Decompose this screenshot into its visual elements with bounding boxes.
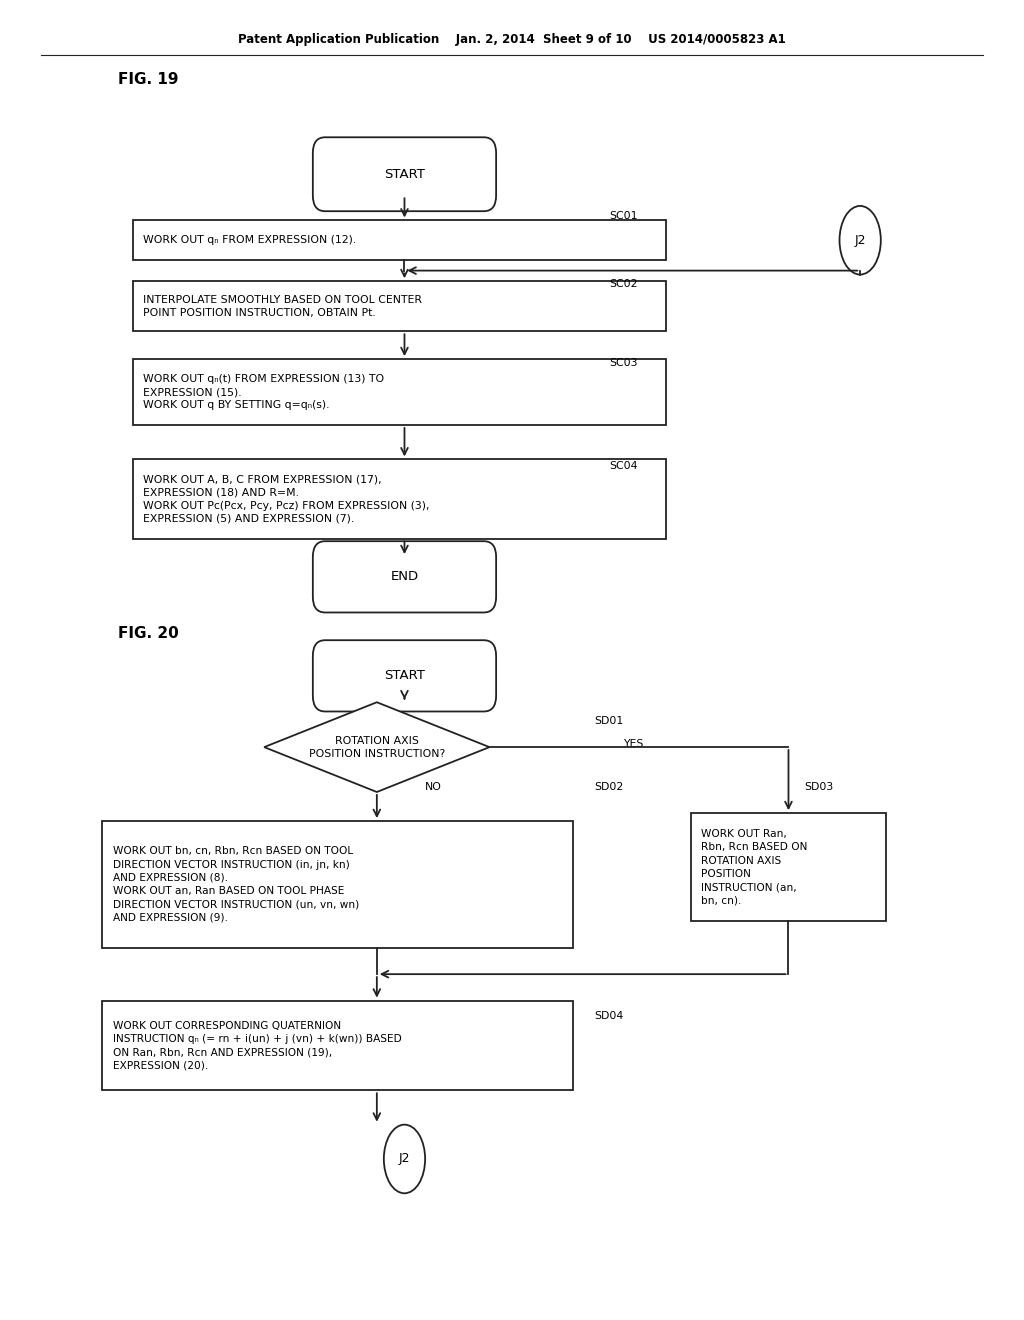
- Text: Patent Application Publication    Jan. 2, 2014  Sheet 9 of 10    US 2014/0005823: Patent Application Publication Jan. 2, 2…: [239, 33, 785, 46]
- Ellipse shape: [384, 1125, 425, 1193]
- Text: SD02: SD02: [594, 781, 624, 792]
- Text: WORK OUT qₙ(t) FROM EXPRESSION (13) TO
EXPRESSION (15).
WORK OUT q BY SETTING q=: WORK OUT qₙ(t) FROM EXPRESSION (13) TO E…: [143, 374, 384, 411]
- Text: FIG. 19: FIG. 19: [118, 71, 178, 87]
- Bar: [102, 821, 573, 948]
- Text: SC01: SC01: [609, 211, 638, 222]
- Text: J2: J2: [854, 234, 866, 247]
- Text: SD03: SD03: [804, 781, 834, 792]
- Bar: [133, 220, 666, 260]
- Text: START: START: [384, 168, 425, 181]
- Bar: [102, 1001, 573, 1090]
- Text: J2: J2: [398, 1152, 411, 1166]
- Text: INTERPOLATE SMOOTHLY BASED ON TOOL CENTER
POINT POSITION INSTRUCTION, OBTAIN Pt.: INTERPOLATE SMOOTHLY BASED ON TOOL CENTE…: [143, 294, 422, 318]
- Text: SC04: SC04: [609, 461, 638, 471]
- Text: WORK OUT A, B, C FROM EXPRESSION (17),
EXPRESSION (18) AND R=M.
WORK OUT Pc(Pcx,: WORK OUT A, B, C FROM EXPRESSION (17), E…: [143, 474, 430, 524]
- Text: WORK OUT bn, cn, Rbn, Rcn BASED ON TOOL
DIRECTION VECTOR INSTRUCTION (in, jn, kn: WORK OUT bn, cn, Rbn, Rcn BASED ON TOOL …: [113, 846, 358, 923]
- FancyBboxPatch shape: [313, 137, 496, 211]
- Bar: [133, 359, 666, 425]
- Bar: [691, 813, 886, 921]
- Bar: [133, 459, 666, 539]
- Text: YES: YES: [623, 739, 643, 750]
- Text: SD04: SD04: [594, 1011, 624, 1022]
- Polygon shape: [264, 702, 489, 792]
- Text: SD01: SD01: [594, 715, 624, 726]
- Text: END: END: [390, 570, 419, 583]
- Text: START: START: [384, 669, 425, 682]
- Text: NO: NO: [425, 781, 441, 792]
- Text: ROTATION AXIS
POSITION INSTRUCTION?: ROTATION AXIS POSITION INSTRUCTION?: [308, 735, 445, 759]
- Text: SC02: SC02: [609, 279, 638, 289]
- Text: WORK OUT CORRESPONDING QUATERNION
INSTRUCTION qₙ (= rn + i(un) + j (vn) + k(wn)): WORK OUT CORRESPONDING QUATERNION INSTRU…: [113, 1020, 401, 1071]
- Text: FIG. 20: FIG. 20: [118, 626, 178, 642]
- Ellipse shape: [840, 206, 881, 275]
- Text: WORK OUT Ran,
Rbn, Rcn BASED ON
ROTATION AXIS
POSITION
INSTRUCTION (an,
bn, cn).: WORK OUT Ran, Rbn, Rcn BASED ON ROTATION…: [701, 829, 808, 906]
- FancyBboxPatch shape: [313, 541, 496, 612]
- Bar: [133, 281, 666, 331]
- Text: SC03: SC03: [609, 358, 638, 368]
- FancyBboxPatch shape: [313, 640, 496, 711]
- Text: WORK OUT qₙ FROM EXPRESSION (12).: WORK OUT qₙ FROM EXPRESSION (12).: [143, 235, 356, 246]
